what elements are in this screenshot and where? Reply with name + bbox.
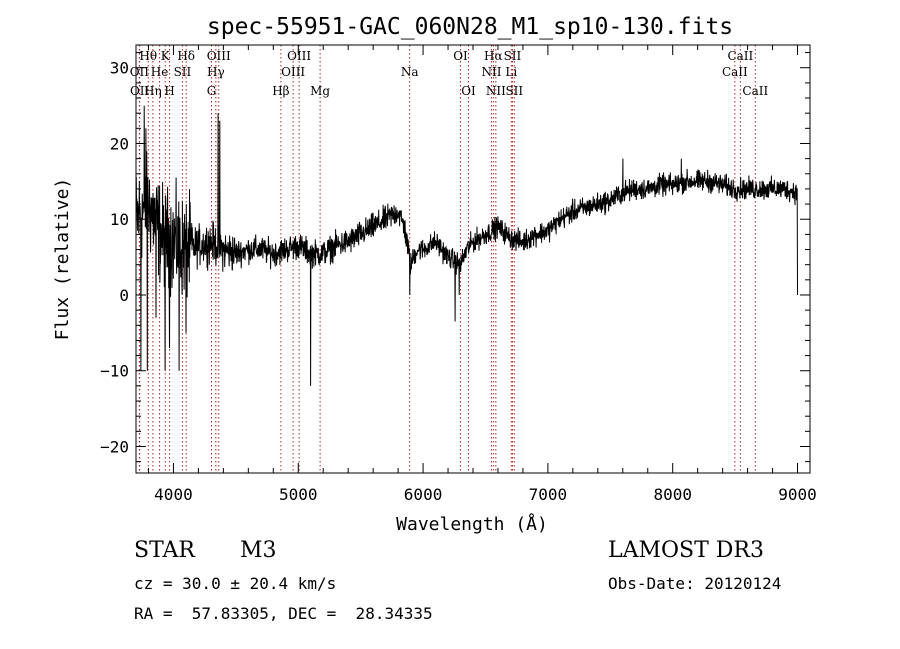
- object-type: STAR: [134, 538, 195, 563]
- line-marker-label: OII: [130, 84, 150, 98]
- y-axis-label: Flux (relative): [52, 178, 73, 341]
- line-marker-label: G: [207, 84, 217, 98]
- line-marker-label: OIII: [287, 49, 311, 63]
- x-tick-label: 4000: [154, 485, 193, 504]
- x-tick-label: 5000: [279, 485, 318, 504]
- line-marker-label: NII: [481, 65, 501, 79]
- y-tick-label: 0: [119, 286, 129, 305]
- x-tick-label: 6000: [404, 485, 443, 504]
- survey-name: LAMOST DR3: [608, 538, 764, 563]
- line-marker-label: Hβ: [272, 84, 289, 98]
- line-markers: [138, 45, 756, 473]
- line-marker-label: K: [161, 49, 171, 63]
- line-marker-label: He: [151, 65, 169, 79]
- line-marker-label: CaII: [727, 49, 753, 63]
- line-marker-label: Hδ: [177, 49, 195, 63]
- line-marker-label: OIII: [207, 49, 231, 63]
- obs-date: Obs-Date: 20120124: [608, 574, 782, 593]
- x-tick-label: 8000: [653, 485, 692, 504]
- y-tick-label: 10: [110, 210, 129, 229]
- line-marker-label: Li: [505, 65, 517, 79]
- coordinates: RA = 57.83305, DEC = 28.34335: [134, 604, 433, 623]
- line-marker-label: SII: [174, 65, 192, 79]
- line-marker-label: Na: [401, 65, 419, 79]
- line-marker-label: Hα: [484, 49, 503, 63]
- spectrum-group: [135, 105, 798, 386]
- line-marker-label: Hγ: [207, 65, 225, 79]
- chart-title: spec-55951-GAC_060N28_M1_sp10-130.fits: [207, 14, 733, 40]
- line-marker-label: SII: [504, 49, 522, 63]
- y-tick-label: −10: [100, 362, 129, 381]
- x-axis-ticks: 4000 5000 6000 7000 8000 9000: [147, 45, 817, 504]
- line-marker-label: OIII: [281, 65, 305, 79]
- subclass: M3: [240, 538, 277, 563]
- redshift-readout: cz = 30.0 ± 20.4 km/s: [134, 574, 337, 593]
- y-tick-label: 20: [110, 134, 129, 153]
- line-marker-label: CaII: [742, 84, 768, 98]
- line-marker-label: SII: [505, 84, 523, 98]
- y-tick-label: −20: [100, 437, 129, 456]
- y-tick-label: 30: [110, 59, 129, 78]
- x-axis-label: Wavelength (Å): [396, 513, 548, 535]
- line-marker-label: Mg: [310, 84, 330, 98]
- line-marker-label: OI: [453, 49, 468, 63]
- x-tick-label: 7000: [529, 485, 568, 504]
- x-tick-label: 9000: [778, 485, 817, 504]
- line-marker-label: NII: [486, 84, 506, 98]
- line-marker-label: OII: [130, 65, 150, 79]
- spectrum-line: [135, 105, 798, 386]
- line-marker-label: Hθ: [139, 49, 157, 63]
- line-marker-label: H: [164, 84, 174, 98]
- y-axis-ticks: −20 −10 0 10 20 30: [100, 52, 810, 463]
- line-marker-label: OI: [461, 84, 476, 98]
- line-marker-label: CaII: [722, 65, 748, 79]
- line-marker-label: Hη: [144, 84, 162, 98]
